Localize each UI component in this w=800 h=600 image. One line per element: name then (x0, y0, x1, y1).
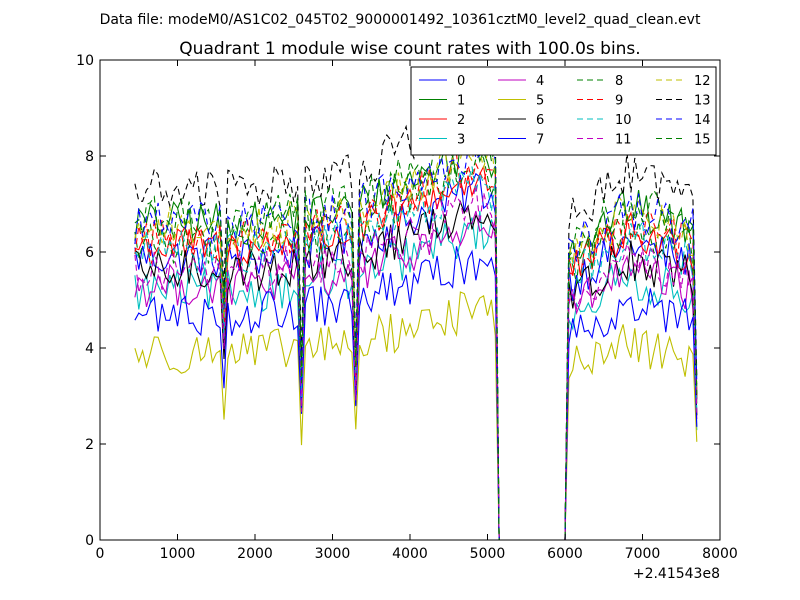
legend-label-4: 4 (536, 74, 544, 89)
series-line-6 (134, 200, 698, 540)
y-tick-label: 2 (85, 437, 94, 453)
series-line-5 (134, 291, 698, 540)
series-line-14 (134, 131, 698, 540)
y-tick-label: 8 (85, 149, 94, 165)
series-line-4 (134, 210, 698, 540)
legend-label-14: 14 (694, 113, 711, 128)
legend-label-7: 7 (536, 133, 544, 148)
series-line-10 (134, 166, 698, 540)
x-tick-label: 3000 (315, 546, 351, 562)
x-tick-label: 4000 (392, 546, 428, 562)
legend-label-5: 5 (536, 94, 544, 109)
series-line-13 (134, 87, 698, 540)
series-line-1 (134, 141, 698, 540)
legend-label-2: 2 (457, 113, 465, 128)
x-tick-label: 7000 (625, 546, 661, 562)
data-file-label: Data file: modeM0/AS1C02_045T02_90000014… (100, 12, 701, 28)
x-tick-label: 1000 (160, 546, 196, 562)
legend-label-15: 15 (694, 133, 711, 148)
x-tick-label: 6000 (547, 546, 583, 562)
x-tick-label: 5000 (470, 546, 506, 562)
legend-label-3: 3 (457, 133, 465, 148)
legend-label-9: 9 (615, 94, 623, 109)
y-tick-label: 0 (85, 533, 94, 549)
series-line-8 (134, 151, 698, 540)
series-line-2 (134, 164, 698, 540)
y-tick-label: 6 (85, 245, 94, 261)
y-tick-label: 10 (76, 53, 94, 69)
x-tick-label: 8000 (702, 546, 738, 562)
series-line-9 (134, 152, 698, 540)
series-line-12 (134, 140, 698, 540)
legend-label-8: 8 (615, 74, 623, 89)
series-line-3 (134, 210, 698, 540)
legend-label-11: 11 (615, 133, 632, 148)
legend-label-0: 0 (457, 74, 465, 89)
legend-box (410, 66, 717, 156)
legend-label-6: 6 (536, 113, 544, 128)
x-tick-label: 0 (96, 546, 105, 562)
legend-label-12: 12 (694, 74, 711, 89)
legend-label-1: 1 (457, 94, 465, 109)
chart-title: Quadrant 1 module wise count rates with … (179, 39, 640, 59)
y-tick-label: 4 (85, 341, 94, 357)
legend-label-13: 13 (694, 94, 711, 109)
x-axis-offset-label: +2.41543e8 (633, 566, 720, 582)
series-line-7 (134, 246, 698, 540)
series-layer (134, 87, 698, 540)
series-line-15 (134, 118, 698, 540)
series-line-11 (134, 184, 698, 540)
legend-label-10: 10 (615, 113, 632, 128)
x-tick-label: 2000 (237, 546, 273, 562)
